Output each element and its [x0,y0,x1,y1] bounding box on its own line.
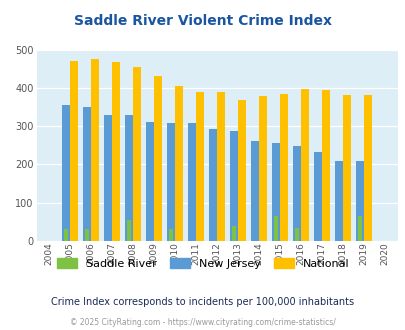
Bar [280,94,288,241]
Bar [70,61,78,241]
Bar [175,86,183,241]
Bar [238,100,246,241]
Bar [322,90,330,241]
Text: © 2025 CityRating.com - https://www.cityrating.com/crime-statistics/: © 2025 CityRating.com - https://www.city… [70,318,335,327]
Bar [85,229,89,241]
Bar [125,115,133,241]
Bar [133,67,141,241]
Bar [343,95,351,241]
Bar [83,107,91,241]
Bar [146,122,153,241]
Bar [127,220,130,241]
Bar [357,216,361,241]
Bar [334,160,342,241]
Bar [209,129,216,241]
Bar [166,123,175,241]
Bar [364,95,371,241]
Text: Crime Index corresponds to incidents per 100,000 inhabitants: Crime Index corresponds to incidents per… [51,297,354,307]
Bar [154,76,162,241]
Bar [313,152,321,241]
Bar [188,123,196,241]
Bar [259,96,267,241]
Bar [301,88,309,241]
Bar [273,216,277,241]
Bar [355,161,363,241]
Bar [64,229,68,241]
Bar [104,115,112,241]
Bar [271,143,279,241]
Bar [217,92,225,241]
Bar [169,229,173,241]
Bar [232,226,235,241]
Bar [292,146,300,241]
Bar [62,105,70,241]
Bar [230,131,237,241]
Bar [91,59,99,241]
Bar [250,141,258,241]
Bar [294,228,298,241]
Legend: Saddle River, New Jersey, National: Saddle River, New Jersey, National [52,254,353,273]
Bar [196,92,204,241]
Bar [112,62,120,241]
Text: Saddle River Violent Crime Index: Saddle River Violent Crime Index [74,15,331,28]
